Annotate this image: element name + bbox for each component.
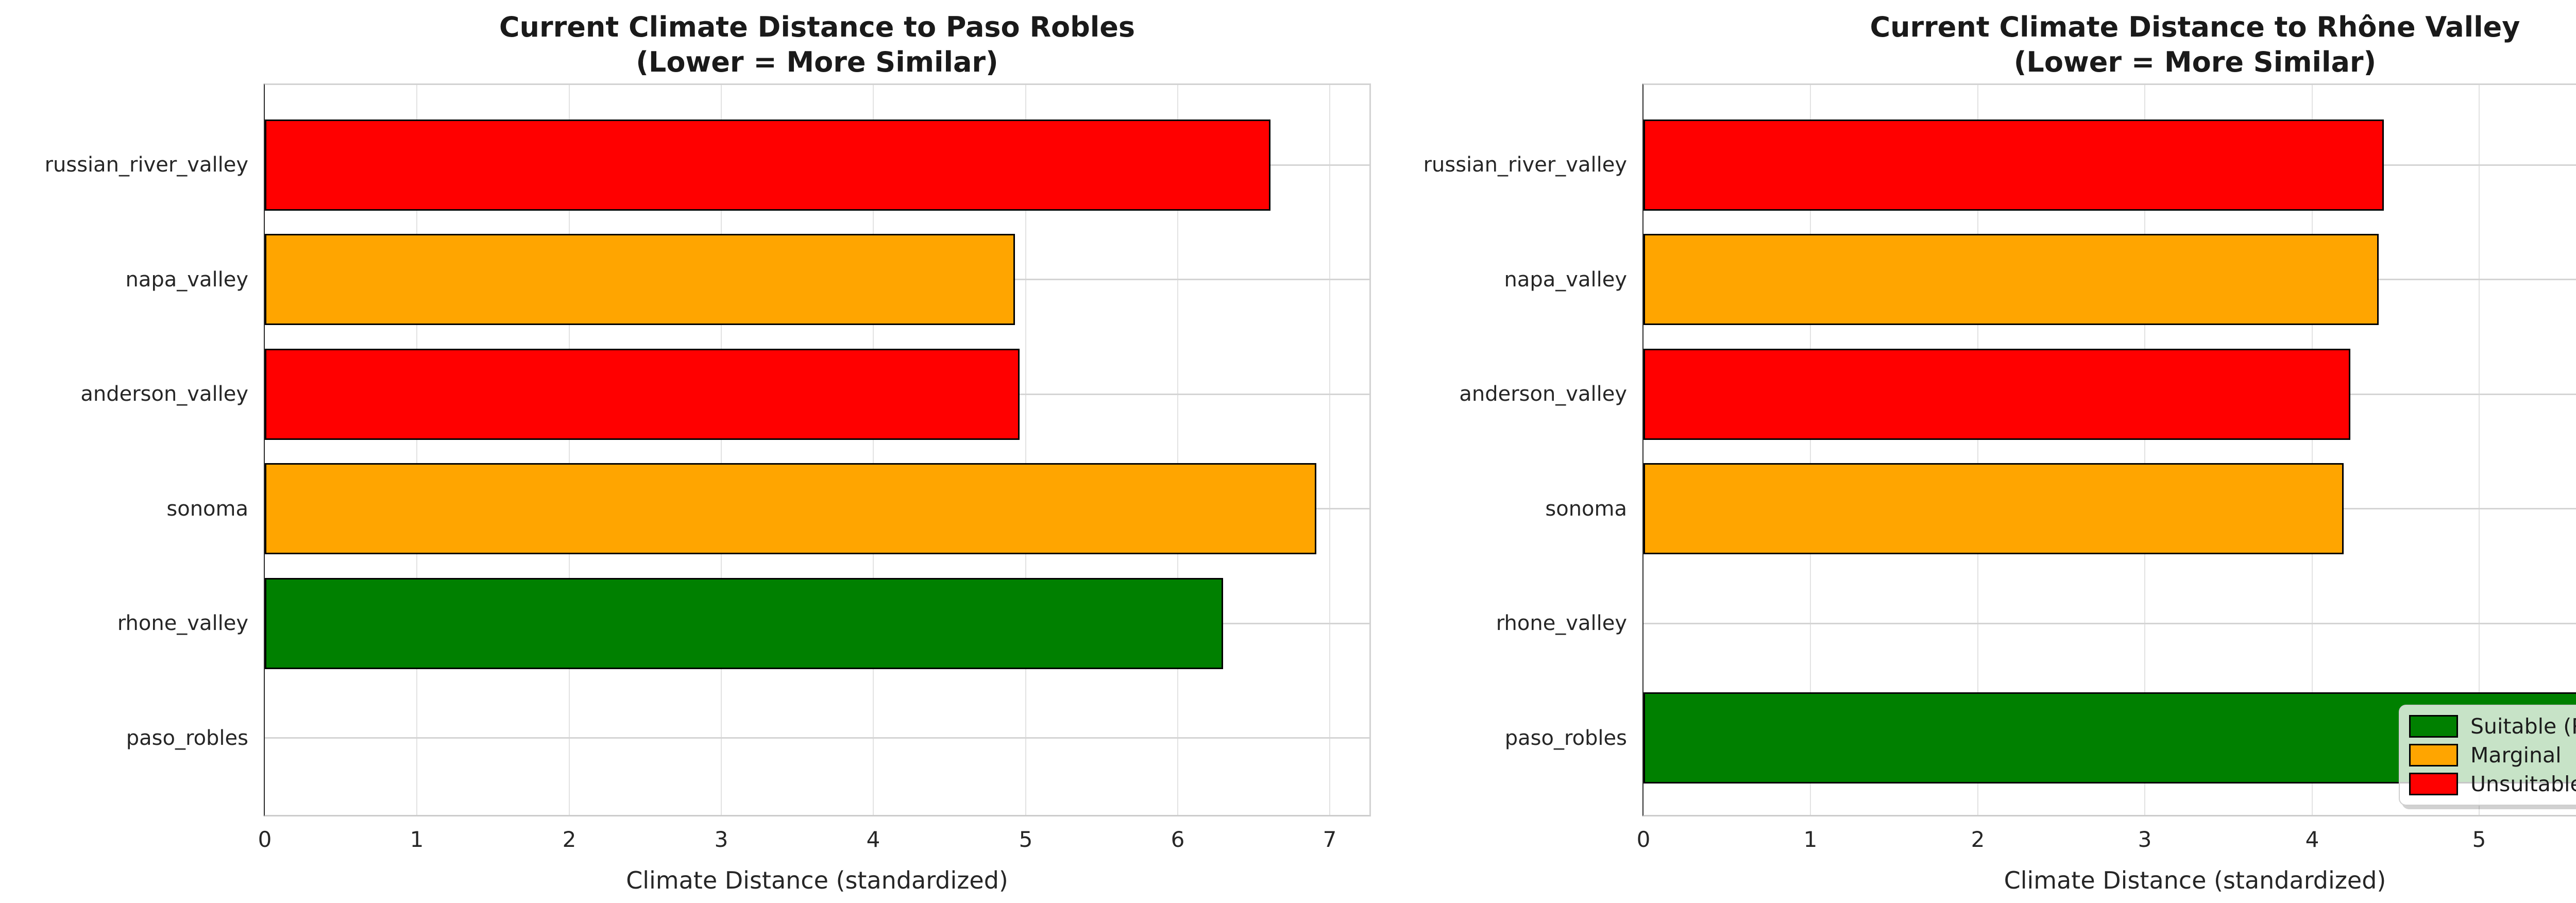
bar-sonoma	[1643, 463, 2344, 554]
y-tick-label: sonoma	[166, 497, 248, 521]
x-tick-label: 6	[1171, 827, 1185, 852]
legend-row: Suitable (Rhône)	[2409, 714, 2576, 739]
legend-swatch	[2409, 744, 2458, 766]
bar-anderson_valley	[1643, 349, 2350, 440]
grid-vline	[416, 85, 417, 815]
grid-vline	[2144, 85, 2145, 815]
legend-row: Unsuitable (Too Cool)	[2409, 772, 2576, 796]
grid-vline	[1177, 85, 1178, 815]
x-tick-label: 3	[2138, 827, 2152, 852]
y-tick-label: rhone_valley	[1496, 611, 1627, 635]
bar-napa_valley	[265, 234, 1015, 325]
grid-hline	[265, 737, 1369, 739]
x-tick-label: 2	[1971, 827, 1985, 852]
x-tick-label: 0	[258, 827, 272, 852]
x-axis-label: Climate Distance (standardized)	[2004, 866, 2386, 894]
y-tick-label: napa_valley	[125, 268, 248, 292]
bar-rhone_valley	[265, 578, 1223, 669]
x-tick-label: 4	[866, 827, 880, 852]
y-tick-label: anderson_valley	[80, 382, 248, 406]
x-tick-label: 3	[714, 827, 728, 852]
legend-label: Suitable (Rhône)	[2470, 714, 2576, 739]
grid-vline	[569, 85, 570, 815]
y-tick-label: paso_robles	[126, 726, 248, 750]
legend-swatch	[2409, 773, 2458, 795]
plot-area	[1642, 83, 2576, 816]
x-axis-label: Climate Distance (standardized)	[626, 866, 1008, 894]
legend-label: Unsuitable (Too Cool)	[2470, 772, 2576, 796]
grid-vline	[1025, 85, 1026, 815]
bar-anderson_valley	[265, 349, 1020, 440]
bar-sonoma	[265, 463, 1316, 554]
y-tick-label: anderson_valley	[1459, 382, 1627, 406]
grid-vline	[1329, 85, 1330, 815]
y-tick-label: russian_river_valley	[44, 153, 248, 177]
legend: Suitable (Rhône) Marginal Unsuitable (Too …	[2399, 705, 2576, 806]
y-tick-label: paso_robles	[1504, 726, 1627, 750]
x-tick-label: 5	[2472, 827, 2486, 852]
chart-title: Current Climate Distance to Paso Robles	[499, 11, 1136, 43]
x-tick-label: 1	[410, 827, 424, 852]
chart-subtitle: (Lower = More Similar)	[2013, 46, 2377, 78]
y-tick-label: napa_valley	[1504, 268, 1627, 292]
y-tick-label: russian_river_valley	[1423, 153, 1627, 177]
grid-vline	[2312, 85, 2313, 815]
bar-russian_river_valley	[265, 120, 1270, 211]
y-tick-label: sonoma	[1545, 497, 1627, 521]
x-tick-label: 7	[1323, 827, 1337, 852]
legend-label: Marginal	[2470, 743, 2562, 768]
x-tick-label: 1	[1803, 827, 1818, 852]
y-tick-label: rhone_valley	[117, 611, 248, 635]
legend-swatch	[2409, 715, 2458, 738]
legend-row: Marginal	[2409, 743, 2576, 768]
grid-vline	[1977, 85, 1978, 815]
grid-hline	[1643, 623, 2576, 624]
grid-vline	[873, 85, 874, 815]
x-tick-label: 2	[562, 827, 577, 852]
x-tick-label: 5	[1019, 827, 1033, 852]
bar-napa_valley	[1643, 234, 2379, 325]
grid-vline	[2479, 85, 2480, 815]
grid-vline	[1810, 85, 1811, 815]
chart-title: Current Climate Distance to Rhône Valley	[1870, 11, 2520, 43]
plot-area	[264, 83, 1371, 816]
chart-subtitle: (Lower = More Similar)	[636, 46, 998, 78]
bar-russian_river_valley	[1643, 120, 2384, 211]
x-tick-label: 4	[2305, 827, 2319, 852]
x-tick-label: 0	[1636, 827, 1651, 852]
grid-vline	[721, 85, 722, 815]
